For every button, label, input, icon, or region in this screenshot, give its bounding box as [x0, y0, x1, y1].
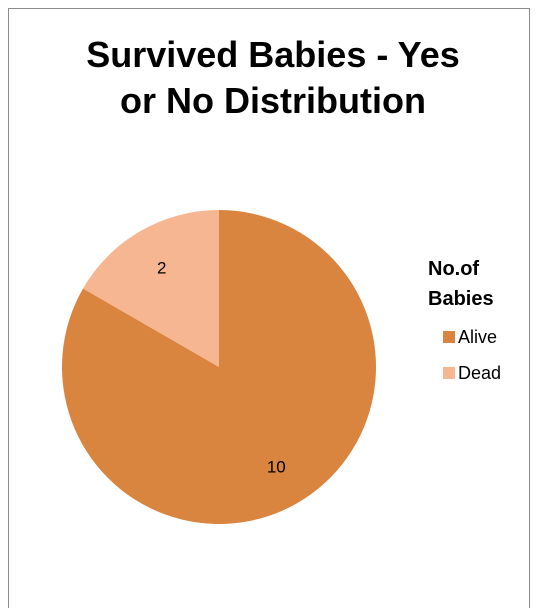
legend-label-dead: Dead: [458, 363, 502, 383]
pie-slice-alive: [61, 210, 376, 524]
legend-title-line-1: No.of: [428, 258, 480, 280]
pie-slice-dead: [83, 210, 219, 367]
chart-title-line-2: or No Distribution: [120, 80, 426, 121]
legend-item-alive: Alive: [424, 326, 524, 350]
legend-title-line-2: Babies: [428, 288, 494, 310]
legend-swatch-alive: [443, 331, 455, 343]
legend-label-alive: Alive: [458, 327, 498, 347]
legend-swatch-dead: [443, 367, 455, 379]
data-label-alive: 10: [267, 457, 286, 476]
legend: No.of Babies Alive Dead: [424, 254, 524, 386]
legend-title: No.of Babies: [428, 254, 524, 314]
chart-title: Survived Babies - Yes or No Distribution: [58, 32, 488, 124]
pie-chart: 10 2: [61, 210, 376, 524]
data-label-dead: 2: [157, 259, 166, 278]
chart-title-line-1: Survived Babies - Yes: [86, 34, 460, 75]
legend-item-dead: Dead: [424, 362, 524, 386]
